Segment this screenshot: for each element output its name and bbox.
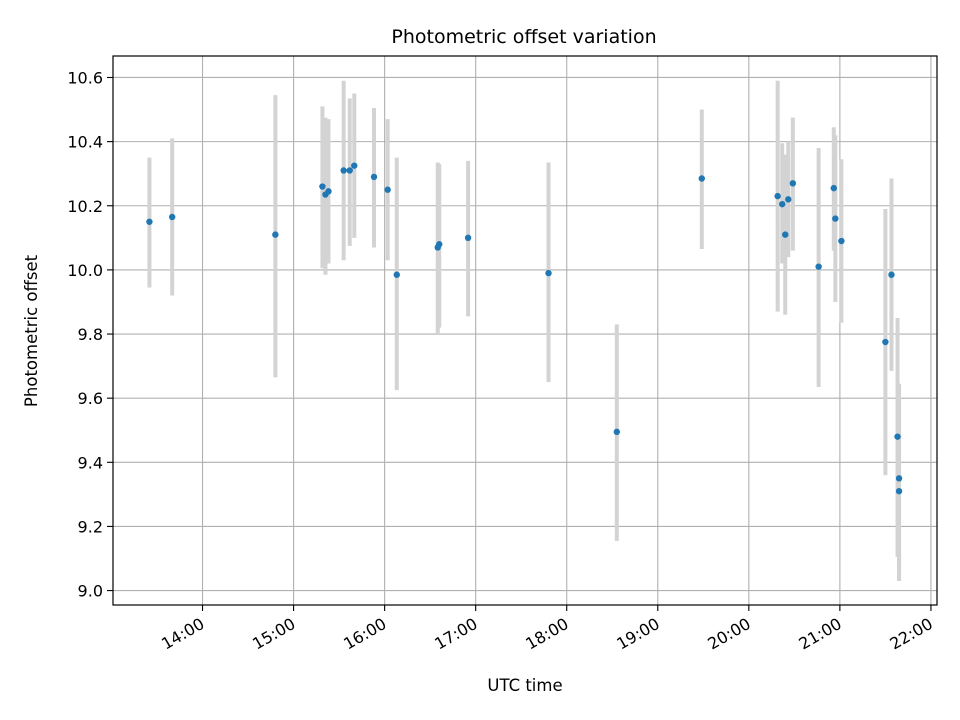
data-point: [698, 175, 705, 182]
y-tick-label: 10.4: [67, 133, 103, 152]
data-point: [146, 218, 153, 225]
y-axis: 9.0 9.2 9.4 9.6 9.8 10.0 10.2 10.4 10.6: [67, 68, 113, 601]
data-point: [319, 183, 326, 190]
data-point: [815, 263, 822, 270]
y-tick-label: 9.4: [78, 453, 103, 472]
data-point: [779, 200, 786, 208]
y-tick-label: 9.0: [78, 582, 103, 601]
data-point: [895, 487, 903, 495]
data-point: [774, 192, 781, 200]
data-point: [351, 162, 358, 169]
data-point: [340, 167, 347, 174]
y-tick-label: 9.8: [78, 325, 103, 344]
data-point: [895, 475, 903, 482]
data-point: [370, 173, 378, 181]
data-point: [613, 428, 621, 436]
data-point: [545, 269, 552, 277]
data-point: [789, 180, 797, 187]
y-tick-label: 9.2: [78, 517, 103, 536]
y-tick-label: 9.6: [78, 389, 103, 408]
y-tick-label: 10.2: [67, 197, 103, 216]
data-point: [464, 234, 472, 242]
data-point: [882, 338, 889, 346]
x-axis-title: UTC time: [487, 676, 562, 695]
chart-title: Photometric offset variation: [391, 26, 656, 48]
data-point: [384, 186, 391, 193]
data-point: [888, 271, 895, 278]
data-point: [272, 231, 279, 238]
y-axis-title: Photometric offset: [22, 254, 41, 407]
data-point: [325, 188, 332, 195]
grid: [113, 56, 937, 605]
data-point: [168, 213, 176, 221]
y-tick-label: 10.6: [67, 68, 103, 87]
data-point: [346, 167, 353, 174]
data-point: [838, 237, 845, 245]
data-point: [782, 231, 789, 238]
y-tick-label: 10.0: [67, 261, 103, 280]
plot-frame: [112, 55, 938, 606]
data-point: [436, 241, 443, 248]
data-point: [393, 271, 400, 278]
data-point: [830, 184, 838, 192]
data-points: [146, 162, 903, 495]
data-point: [894, 433, 901, 440]
data-point: [832, 215, 839, 222]
data-point: [785, 196, 792, 203]
